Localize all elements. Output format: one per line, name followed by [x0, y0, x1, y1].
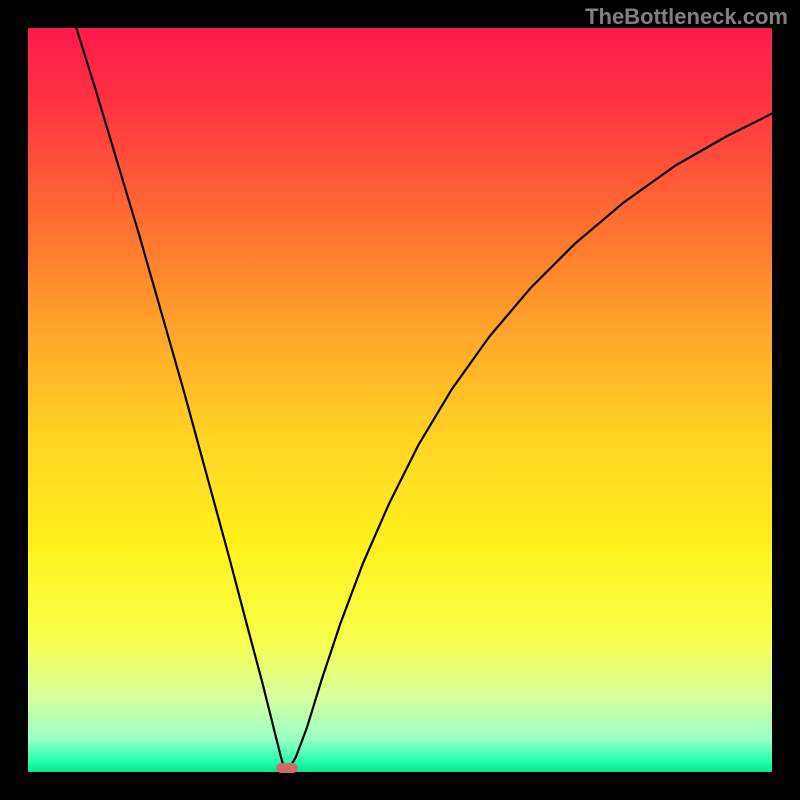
watermark-text: TheBottleneck.com — [585, 4, 788, 30]
chart-svg — [28, 28, 772, 772]
optimum-marker — [276, 763, 298, 773]
plot-area — [28, 28, 772, 772]
gradient-background — [28, 28, 772, 772]
